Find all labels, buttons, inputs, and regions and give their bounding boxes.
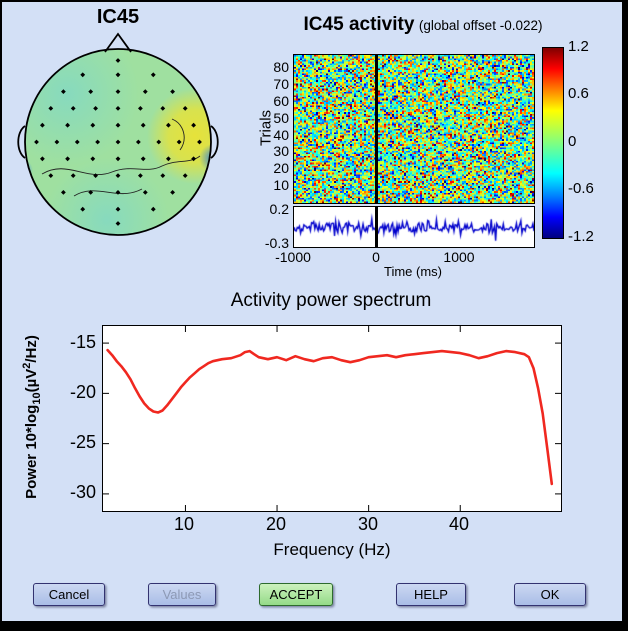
trials-tick: 50 xyxy=(273,110,289,126)
erp-trace-plot xyxy=(293,206,535,248)
right-ear-outline xyxy=(210,125,219,159)
contour-line xyxy=(73,188,143,197)
help-button[interactable]: HELP xyxy=(396,583,466,606)
spectrum-plot xyxy=(102,325,562,512)
colorbar-tick: -1.2 xyxy=(568,228,594,245)
power-tick: -30 xyxy=(69,482,96,502)
frequency-tick: 40 xyxy=(448,514,470,534)
erp-image-title: IC45 activity (global offset -0.022) xyxy=(258,14,588,36)
head-outline xyxy=(24,48,212,236)
nose-outline xyxy=(104,32,132,53)
power-tick: -15 xyxy=(69,332,96,352)
colorbar-tick: 1.2 xyxy=(568,38,589,55)
frequency-tick: 20 xyxy=(265,514,287,534)
values-button[interactable]: Values xyxy=(148,583,216,606)
erp-image-plot xyxy=(293,54,535,204)
power-axis-label-part: /Hz) xyxy=(23,335,40,363)
accept-button[interactable]: ACCEPT xyxy=(259,583,333,606)
ok-button[interactable]: OK xyxy=(514,583,586,606)
colorbar-tick: -0.6 xyxy=(568,180,594,197)
erp-trace-tick: -0.3 xyxy=(264,235,289,251)
topoplot-title: IC45 xyxy=(96,6,140,28)
power-tick: -25 xyxy=(69,432,96,452)
window-background: IC45 xyxy=(2,2,622,621)
erp-trace-tick: 0.2 xyxy=(269,201,289,217)
trials-tick: 40 xyxy=(273,127,289,143)
time-tick: 1000 xyxy=(443,249,475,265)
power-axis-label: Power 10*log10(µV2/Hz) xyxy=(21,335,43,499)
frequency-tick: 10 xyxy=(173,514,195,534)
erp-image-canvas xyxy=(294,55,534,203)
event-time-marker xyxy=(375,207,378,247)
trials-tick: 80 xyxy=(273,59,289,75)
power-axis-label-sup: 2 xyxy=(21,362,33,369)
spectrum-plot-svg xyxy=(103,326,561,511)
power-axis-label-sub: 10 xyxy=(31,392,43,405)
trials-tick: 30 xyxy=(273,143,289,159)
colorbar xyxy=(542,47,564,239)
event-time-marker xyxy=(375,55,378,203)
contour-line xyxy=(171,118,185,151)
trials-tick: 10 xyxy=(273,177,289,193)
trials-tick: 20 xyxy=(273,160,289,176)
frequency-axis-label: Frequency (Hz) xyxy=(273,540,391,559)
cancel-button[interactable]: Cancel xyxy=(33,583,105,606)
time-axis-label: Time (ms) xyxy=(383,264,442,279)
erp-image-title-text: IC45 activity xyxy=(303,14,415,35)
erp-trace-canvas xyxy=(294,207,534,247)
power-tick: -20 xyxy=(69,382,96,402)
trials-tick: 70 xyxy=(273,76,289,92)
time-tick: -1000 xyxy=(275,249,311,265)
frequency-tick: 30 xyxy=(357,514,379,534)
colorbar-tick: 0.6 xyxy=(568,85,589,102)
left-ear-outline xyxy=(17,125,26,159)
power-axis-label-part: Power 10*log xyxy=(23,404,40,499)
trials-tick: 60 xyxy=(273,93,289,109)
power-axis-label-part: (µV xyxy=(23,368,40,393)
spectrum-title: Activity power spectrum xyxy=(230,290,432,311)
electrode-markers xyxy=(34,58,202,226)
scalp-map xyxy=(17,32,219,236)
time-tick: 0 xyxy=(372,249,380,265)
erp-image-global-offset: (global offset -0.022) xyxy=(418,18,543,33)
contour-line xyxy=(41,155,201,176)
colorbar-tick: 0 xyxy=(568,133,577,150)
